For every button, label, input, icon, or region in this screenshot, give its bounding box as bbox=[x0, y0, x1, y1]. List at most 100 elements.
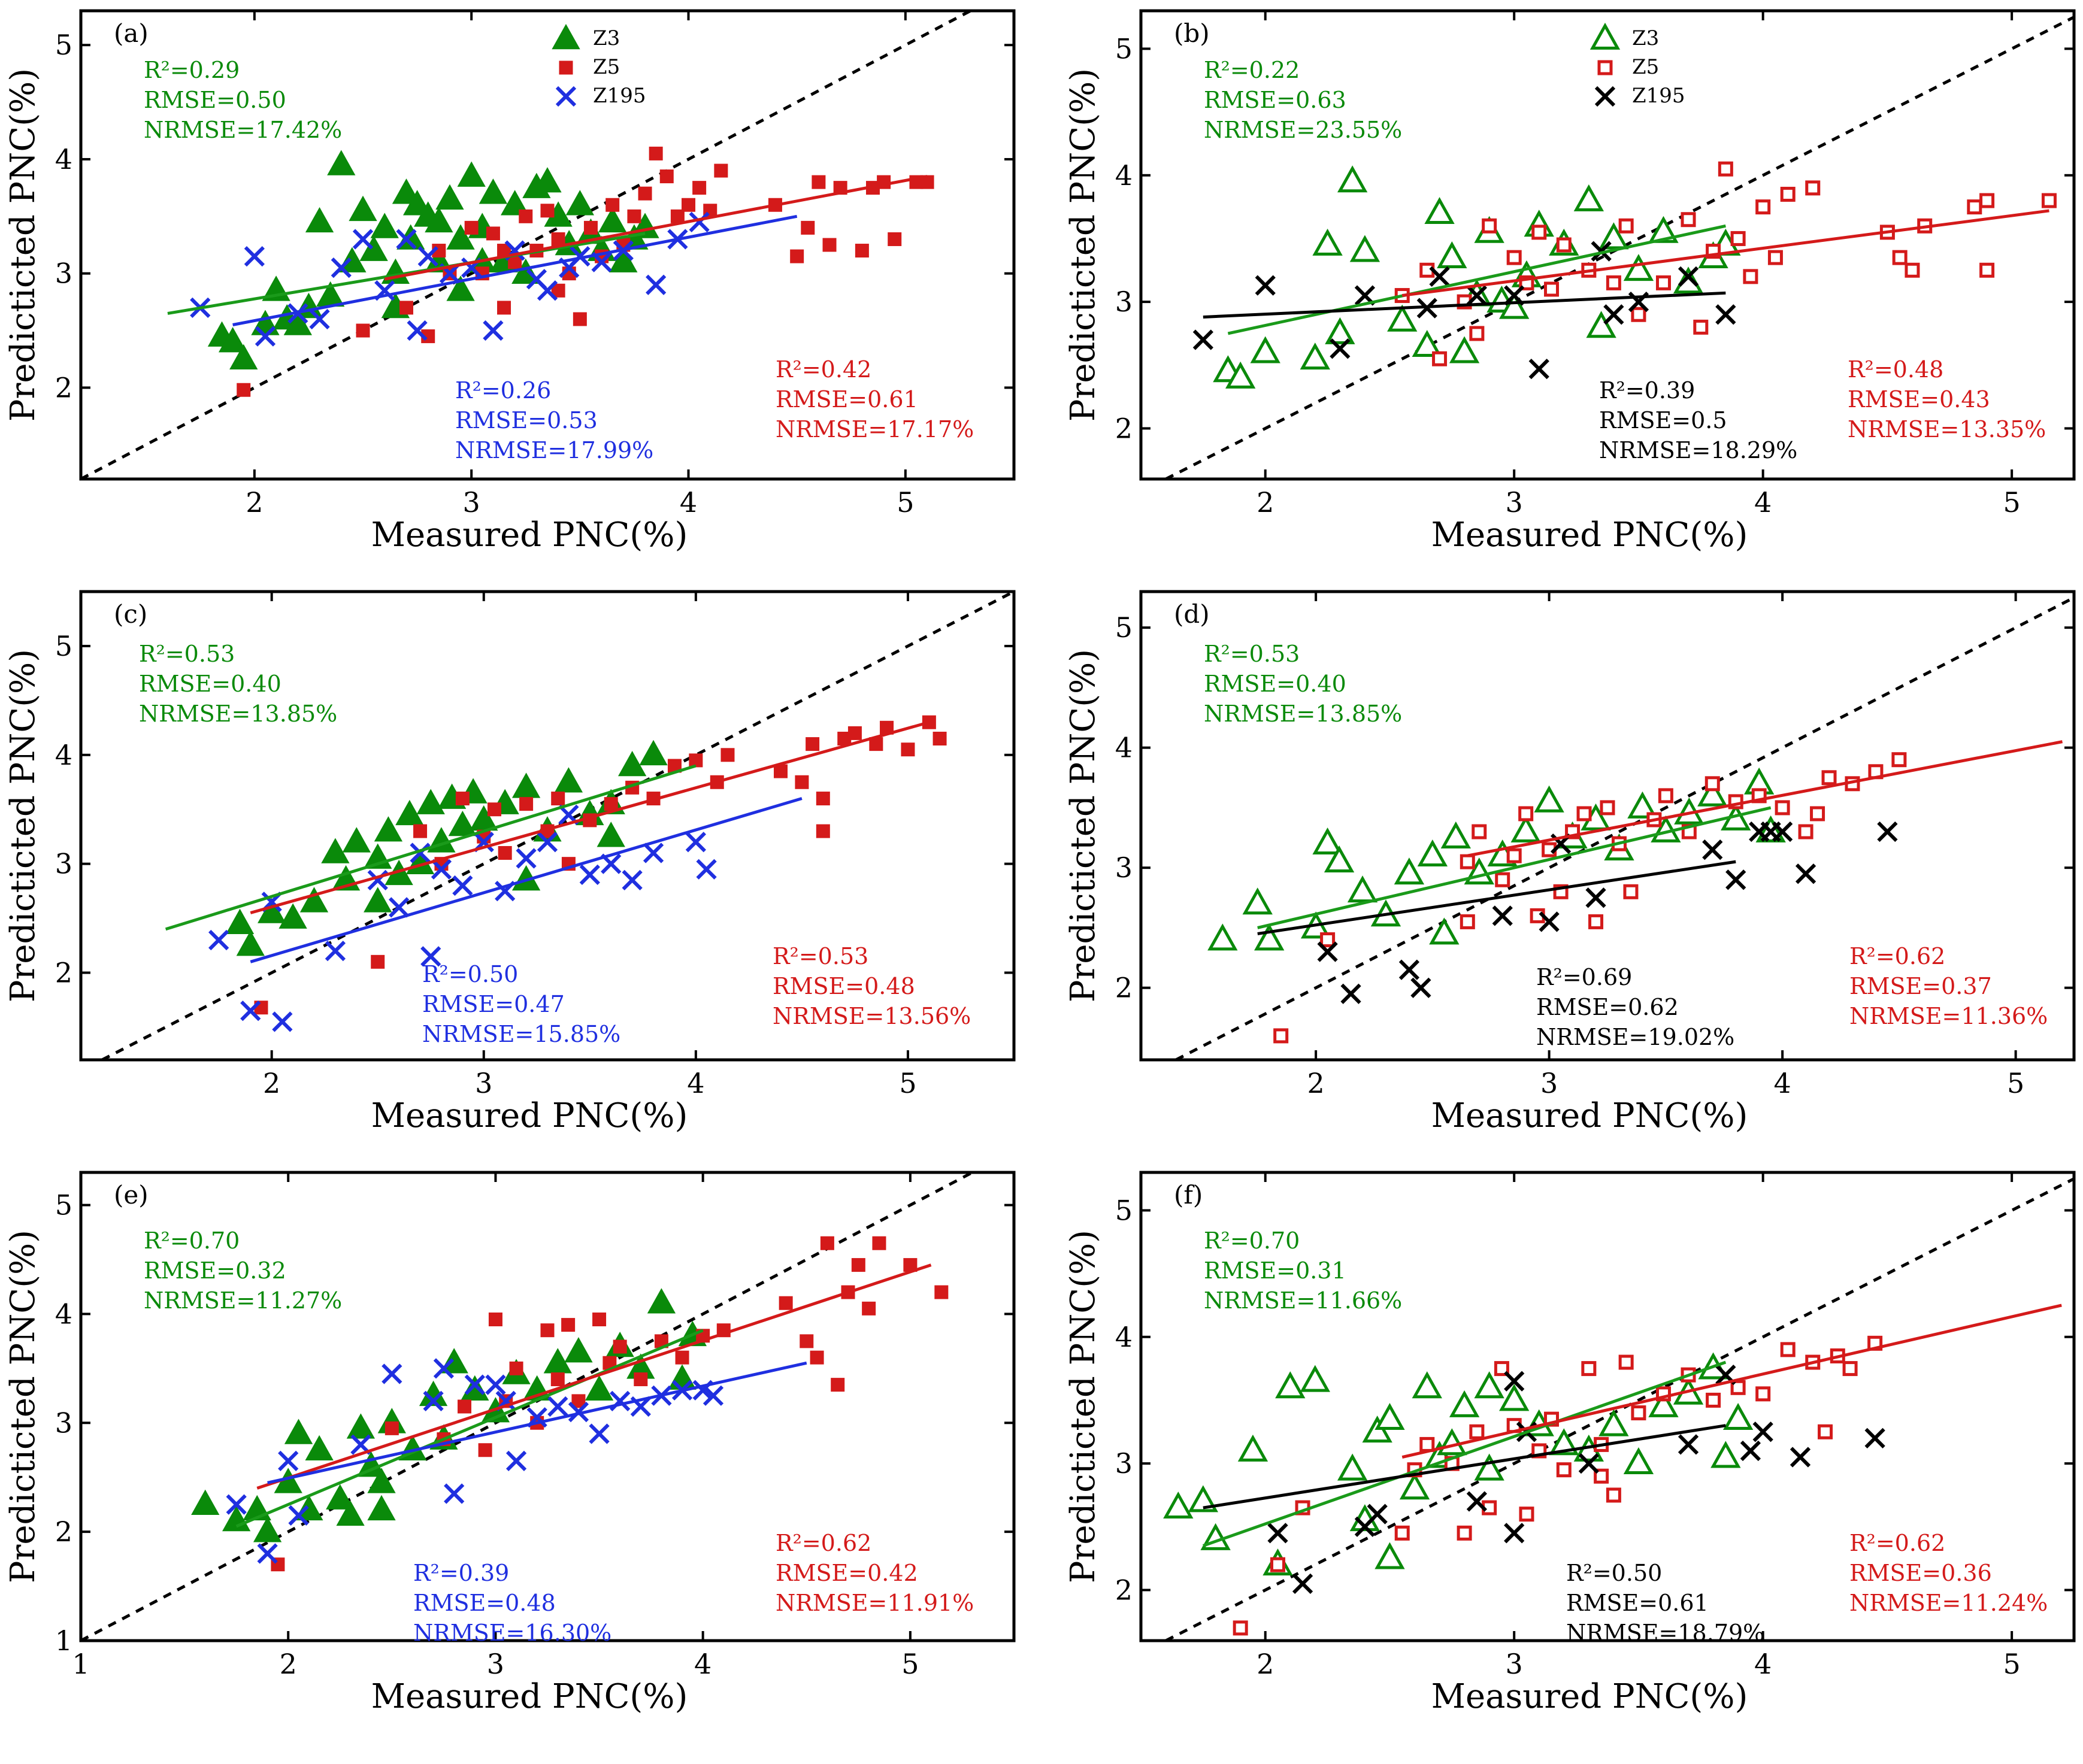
series-z3 bbox=[225, 739, 668, 956]
x-tick-label: 2 bbox=[280, 1648, 297, 1680]
fit-line-z3 bbox=[167, 232, 646, 315]
data-point bbox=[395, 799, 424, 826]
stat-rmse: RMSE=0.32 bbox=[144, 1257, 286, 1284]
data-point bbox=[1673, 266, 1704, 294]
data-point bbox=[1449, 336, 1480, 363]
data-point bbox=[1528, 359, 1549, 380]
x-tick-label: 3 bbox=[1506, 486, 1523, 519]
data-point bbox=[1623, 884, 1639, 899]
x-tick-label: 4 bbox=[694, 1648, 712, 1680]
data-point bbox=[359, 235, 388, 261]
data-point bbox=[537, 832, 558, 853]
data-point bbox=[413, 824, 428, 838]
y-tick-label: 3 bbox=[1115, 851, 1133, 884]
data-point bbox=[649, 146, 663, 160]
legend-label: Z3 bbox=[1632, 26, 1659, 50]
data-point bbox=[1324, 845, 1355, 873]
stat-rmse: RMSE=0.42 bbox=[776, 1560, 918, 1586]
y-axis-label: Predicticted PNC(%) bbox=[1064, 68, 1103, 422]
legend-marker bbox=[555, 86, 577, 107]
data-point bbox=[1457, 1525, 1472, 1541]
legend-marker bbox=[1594, 86, 1616, 107]
data-point bbox=[646, 274, 667, 295]
data-point bbox=[396, 229, 417, 250]
data-point bbox=[1752, 1421, 1773, 1442]
chart-panel: 2 3 4 5 2 3 4 5 Measured PNC(%) Predicticted PNC(… bbox=[4, 9, 1016, 554]
plot-frame bbox=[1139, 9, 2076, 481]
data-point bbox=[464, 1374, 485, 1395]
stat-rmse: RMSE=0.50 bbox=[144, 87, 286, 113]
data-point bbox=[851, 1258, 865, 1272]
data-point bbox=[384, 1421, 399, 1435]
y-tick-label: 4 bbox=[55, 1298, 72, 1330]
data-point bbox=[461, 1375, 489, 1401]
stat-rmse: RMSE=0.43 bbox=[1848, 386, 1990, 413]
data-point bbox=[1544, 281, 1560, 297]
data-point bbox=[579, 864, 600, 885]
data-point bbox=[634, 1372, 648, 1387]
stat-r2: R²=0.48 bbox=[1848, 356, 1943, 383]
data-point bbox=[444, 1483, 465, 1504]
stat-r2: R²=0.62 bbox=[1849, 1530, 1945, 1556]
data-point bbox=[1254, 923, 1285, 951]
y-axis-label: Predicticted PNC(%) bbox=[1064, 1230, 1103, 1583]
data-point bbox=[1706, 1392, 1721, 1408]
data-point bbox=[1556, 1462, 1572, 1478]
data-point bbox=[1275, 1371, 1306, 1399]
stat-r2: R²=0.62 bbox=[776, 1530, 871, 1556]
data-point bbox=[888, 232, 902, 246]
x-tick-label: 4 bbox=[1754, 1648, 1772, 1680]
data-point bbox=[251, 310, 280, 335]
data-point bbox=[1437, 241, 1467, 269]
fit-line-z3 bbox=[1203, 1360, 1727, 1547]
data-point bbox=[1429, 266, 1450, 287]
data-point bbox=[1821, 770, 1837, 786]
data-point bbox=[1320, 932, 1336, 947]
data-point bbox=[1499, 1384, 1530, 1411]
plot-frame bbox=[1139, 1171, 2076, 1642]
data-point bbox=[327, 150, 356, 175]
data-point bbox=[278, 903, 307, 929]
stat-rmse: RMSE=0.47 bbox=[422, 991, 565, 1017]
data-point bbox=[1412, 329, 1442, 357]
data-point bbox=[643, 842, 664, 863]
x-tick-label: 2 bbox=[246, 486, 263, 519]
data-point bbox=[1225, 361, 1256, 389]
data-point bbox=[1648, 1390, 1679, 1417]
data-point bbox=[1780, 186, 1796, 202]
stat-r2: R²=0.42 bbox=[776, 356, 871, 383]
legend-label: Z195 bbox=[1632, 84, 1685, 108]
y-tick-label: 5 bbox=[55, 29, 72, 61]
data-point bbox=[1631, 307, 1646, 322]
data-point bbox=[831, 1378, 845, 1392]
data-point bbox=[920, 175, 934, 189]
data-point bbox=[816, 792, 830, 806]
data-point bbox=[647, 1288, 676, 1314]
data-point bbox=[1678, 266, 1699, 287]
data-point bbox=[1818, 1424, 1833, 1439]
data-point bbox=[225, 908, 255, 934]
x-tick-label: 2 bbox=[1307, 1067, 1324, 1099]
fit-line-z195 bbox=[267, 1361, 807, 1484]
data-point bbox=[1618, 1354, 1634, 1370]
stat-rmse: RMSE=0.36 bbox=[1849, 1560, 1992, 1586]
data-point bbox=[346, 1413, 376, 1439]
panel-label: (d) bbox=[1174, 599, 1210, 629]
data-point bbox=[389, 897, 410, 918]
data-point bbox=[519, 209, 533, 223]
data-point bbox=[1482, 218, 1497, 234]
data-point bbox=[1623, 1447, 1654, 1475]
data-point bbox=[367, 1468, 396, 1493]
data-point bbox=[446, 275, 475, 301]
data-point bbox=[488, 1313, 502, 1327]
data-point bbox=[822, 238, 837, 252]
x-tick-label: 3 bbox=[1506, 1648, 1523, 1680]
data-point bbox=[1192, 329, 1213, 350]
data-point bbox=[1755, 199, 1771, 215]
x-tick-label: 4 bbox=[687, 1067, 704, 1099]
data-point bbox=[801, 220, 815, 235]
stat-r2: R²=0.53 bbox=[773, 943, 868, 969]
data-point bbox=[1710, 1441, 1741, 1468]
stat-r2: R²=0.69 bbox=[1536, 964, 1632, 990]
data-point bbox=[299, 887, 329, 913]
